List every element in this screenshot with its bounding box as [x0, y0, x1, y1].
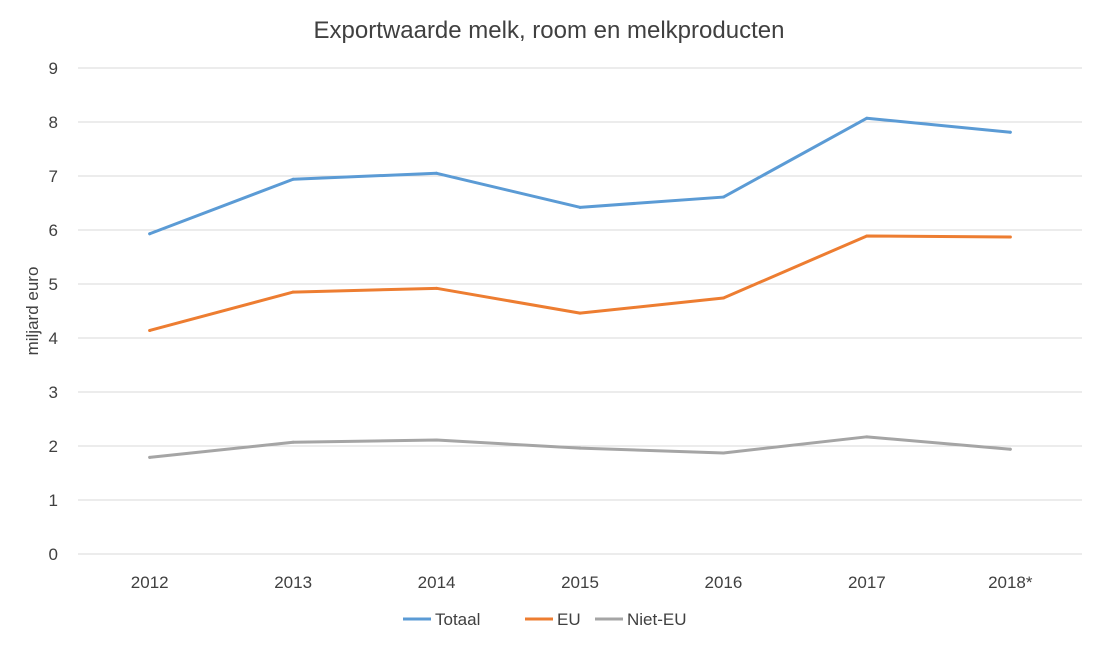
- data-point: [435, 286, 439, 290]
- legend-label: Niet-EU: [627, 610, 687, 629]
- series-niet-eu: [148, 435, 1012, 459]
- series-totaal: [148, 116, 1012, 236]
- y-tick-label: 4: [49, 329, 58, 348]
- y-tick-label: 6: [49, 221, 58, 240]
- data-point: [148, 232, 152, 236]
- series-lines: [148, 116, 1012, 459]
- x-tick-label: 2014: [418, 573, 456, 592]
- x-tick-label: 2013: [274, 573, 312, 592]
- data-point: [578, 446, 582, 450]
- legend-item[interactable]: Niet-EU: [595, 610, 687, 629]
- legend-item[interactable]: EU: [525, 610, 581, 629]
- x-tick-label: 2012: [131, 573, 169, 592]
- series-eu: [148, 234, 1012, 332]
- data-point: [148, 328, 152, 332]
- data-point: [435, 171, 439, 175]
- y-tick-label: 7: [49, 167, 58, 186]
- y-tick-label: 9: [49, 59, 58, 78]
- y-tick-label: 0: [49, 545, 58, 564]
- y-tick-label: 5: [49, 275, 58, 294]
- series-line: [148, 234, 1012, 332]
- data-point: [865, 234, 869, 238]
- data-point: [291, 440, 295, 444]
- x-axis-ticks: 2012 2013 2014 2015 2016 2017 2018*: [131, 573, 1033, 592]
- y-axis-ticks: 0 1 2 3 4 5 6 7 8 9: [49, 59, 58, 564]
- x-tick-label: 2018*: [988, 573, 1033, 592]
- data-point: [148, 455, 152, 459]
- data-point: [721, 296, 725, 300]
- data-point: [865, 435, 869, 439]
- data-point: [721, 195, 725, 199]
- x-tick-label: 2017: [848, 573, 886, 592]
- y-axis-label: miljard euro: [23, 267, 42, 356]
- data-point: [578, 311, 582, 315]
- data-point: [1008, 235, 1012, 239]
- chart-title: Exportwaarde melk, room en melkproducten: [314, 17, 785, 44]
- gridlines: [78, 67, 1082, 555]
- legend[interactable]: Totaal EU Niet-EU: [403, 610, 687, 629]
- legend-label: Totaal: [435, 610, 480, 629]
- legend-item[interactable]: Totaal: [403, 610, 480, 629]
- y-tick-label: 2: [49, 437, 58, 456]
- data-point: [1008, 130, 1012, 134]
- data-point: [435, 438, 439, 442]
- y-tick-label: 1: [49, 491, 58, 510]
- data-point: [291, 290, 295, 294]
- legend-label: EU: [557, 610, 581, 629]
- y-tick-label: 8: [49, 113, 58, 132]
- data-point: [1008, 447, 1012, 451]
- x-tick-label: 2015: [561, 573, 599, 592]
- data-point: [721, 451, 725, 455]
- data-point: [291, 177, 295, 181]
- x-tick-label: 2016: [705, 573, 743, 592]
- data-point: [865, 116, 869, 120]
- y-tick-label: 3: [49, 383, 58, 402]
- data-point: [578, 205, 582, 209]
